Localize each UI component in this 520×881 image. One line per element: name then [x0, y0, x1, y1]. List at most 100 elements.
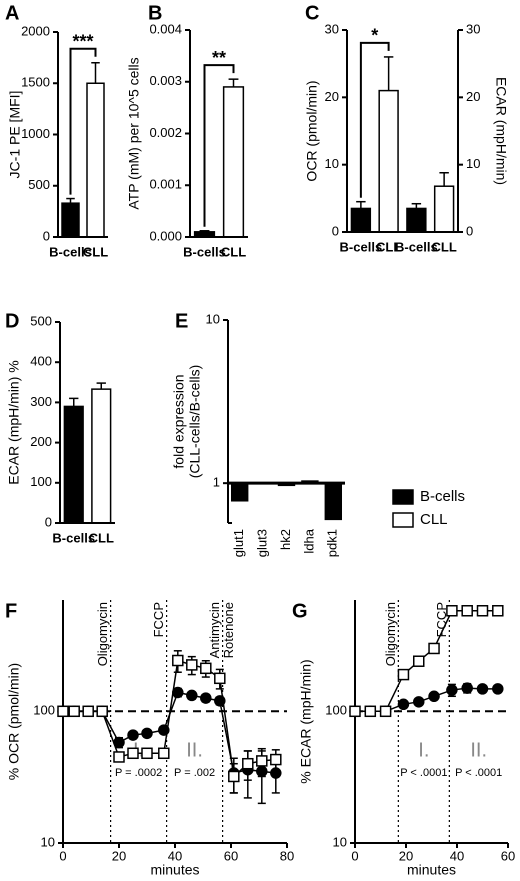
bar [433, 185, 455, 233]
marker [446, 605, 458, 617]
y-axis-title: ATP (mM) per 10^5 cells [126, 57, 142, 209]
x-tick-label: 20 [399, 848, 413, 863]
x-tick-label: 0 [59, 848, 66, 863]
marker [172, 654, 184, 667]
phase-label: II. [470, 740, 487, 762]
y-tick-label: 0.001 [149, 177, 182, 192]
y-tick-label: 10 [333, 834, 347, 849]
marker [113, 751, 125, 763]
x-tick-label: B-cells [340, 239, 383, 254]
phase-p-value: P = .002 [174, 767, 215, 779]
bar [61, 202, 80, 238]
x-axis-title: minutes [150, 862, 199, 878]
y-tick-label: 20 [466, 89, 480, 104]
legend-label: B-cells [420, 488, 465, 505]
y-tick-label: 0 [43, 228, 50, 243]
y-axis-title: (CLL-cells/B-cells) [187, 365, 203, 479]
x-tick-label: ldha [301, 528, 316, 553]
x-tick-label: CLL [376, 239, 401, 254]
y-tick-label: 30 [466, 21, 480, 36]
y2-axis-title: ECAR (mpH/min) [493, 77, 509, 185]
series-line [355, 610, 498, 713]
panel-letter: C [305, 2, 319, 24]
marker [242, 757, 254, 770]
marker [476, 683, 489, 695]
marker [214, 672, 226, 685]
x-tick-label: CLL [431, 239, 456, 254]
bar [350, 207, 372, 233]
marker [492, 605, 504, 617]
significance-label: ** [212, 48, 226, 68]
legend-swatch [392, 489, 414, 505]
x-tick-label: 0 [351, 848, 358, 863]
marker [397, 668, 410, 681]
legend-label: CLL [420, 511, 448, 528]
marker [379, 705, 392, 718]
y-tick-label: 300 [30, 394, 52, 409]
x-tick-label: 40 [450, 848, 464, 863]
y-tick-label: 0 [466, 223, 473, 238]
marker [127, 729, 139, 741]
phase-label: I. [418, 740, 429, 762]
y-tick-label: 10 [325, 156, 339, 171]
panel-letter: B [148, 2, 162, 24]
marker [57, 705, 69, 718]
y-tick-label: 0.002 [149, 125, 182, 140]
event-label: Antimycin [207, 602, 222, 658]
y-tick-label: 0 [332, 223, 339, 238]
event-label: Oligomycin [95, 602, 110, 666]
panel-letter: G [292, 600, 308, 622]
bar [324, 482, 343, 521]
significance-bracket [359, 41, 390, 198]
x-tick-label: B-cells [183, 244, 226, 259]
event-label: FCCP [151, 602, 166, 637]
x-tick-label: B-cells [395, 239, 438, 254]
y-axis-title: % OCR (pmol/min) [6, 663, 22, 780]
marker [200, 662, 212, 675]
x-tick-label: 60 [501, 848, 515, 863]
bar [222, 86, 245, 238]
x-tick-label: hk2 [278, 529, 293, 550]
marker [172, 686, 184, 699]
marker [349, 705, 361, 718]
x-tick-label: 20 [112, 848, 126, 863]
y-tick-label: 100 [30, 474, 52, 489]
panel-letter: A [5, 2, 19, 24]
significance-label: * [371, 26, 378, 46]
y-tick-label: 200 [30, 434, 52, 449]
y-axis-title: JC-1 PE [MFI] [7, 91, 23, 179]
y-tick-label: 0.004 [149, 21, 182, 36]
x-tick-label: CLL [221, 244, 246, 259]
y-tick-label: 2000 [21, 23, 50, 38]
event-label: Rotenone [221, 602, 236, 658]
y-tick-label: 500 [30, 313, 52, 328]
y-tick-label: 1000 [21, 126, 50, 141]
phase-label: II. [186, 740, 203, 762]
marker [428, 690, 440, 703]
phase-p-value: P < .0001 [400, 767, 447, 779]
y-axis-title: fold expression [171, 374, 187, 468]
marker [413, 696, 425, 708]
phase-p-value: P < .0001 [455, 767, 502, 779]
panel-letter: D [5, 310, 19, 332]
x-axis-title: minutes [407, 862, 456, 878]
bar [91, 388, 112, 524]
marker [461, 605, 473, 617]
marker [158, 747, 170, 760]
y-tick-label: 10 [466, 156, 480, 171]
y-tick-label: 0.000 [149, 228, 182, 243]
marker [228, 770, 240, 783]
marker [476, 605, 489, 617]
y-axis-title: % ECAR (mpH/min) [298, 659, 314, 783]
series-line [355, 687, 498, 713]
y-tick-label: 100 [33, 703, 55, 718]
y-axis-title: OCR (pmol/min) [304, 80, 320, 181]
bar [230, 482, 249, 502]
marker [141, 727, 153, 740]
marker [461, 682, 473, 694]
x-tick-label: CLL [89, 530, 114, 545]
y-tick-label: 1 [213, 475, 220, 490]
marker [492, 683, 504, 695]
